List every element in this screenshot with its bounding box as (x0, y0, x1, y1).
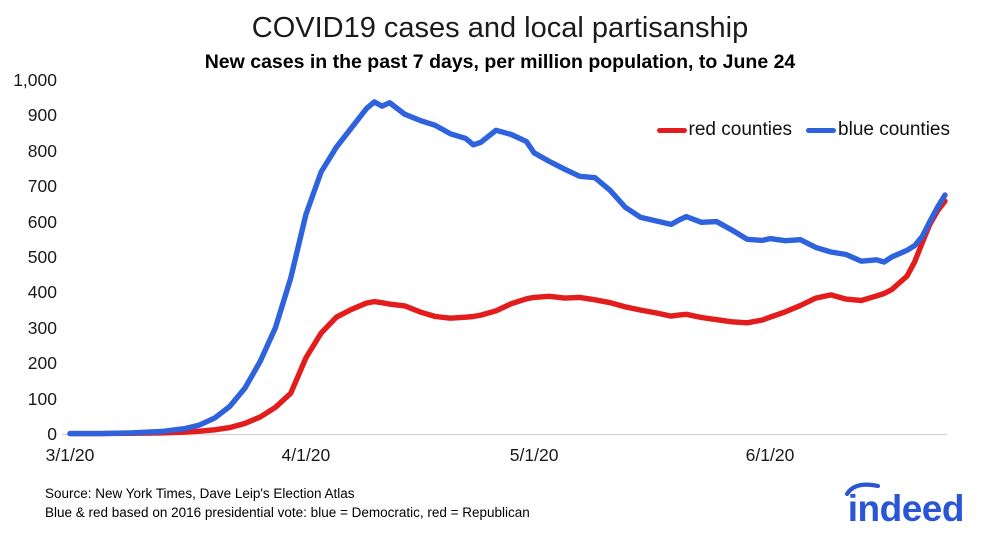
y-tick-400: 400 (27, 282, 57, 303)
y-tick-200: 200 (27, 353, 57, 374)
y-tick-600: 600 (27, 211, 57, 232)
x-tick-6-1-20: 6/1/20 (745, 445, 795, 465)
x-tick-3-1-20: 3/1/20 (45, 445, 95, 465)
legend: red counties blue counties (656, 119, 950, 141)
chart-subtitle: New cases in the past 7 days, per millio… (204, 51, 796, 73)
legend-label-red: red counties (688, 119, 793, 140)
color-key-line: Blue & red based on 2016 presidential vo… (45, 504, 530, 520)
chart-title: COVID19 cases and local partisanship (251, 12, 749, 44)
y-tick-800: 800 (27, 140, 57, 161)
legend-item-blue-counties: blue counties (806, 119, 950, 141)
y-tick-700: 700 (27, 176, 57, 197)
y-tick-100: 100 (27, 388, 57, 409)
series-line-blue-counties (67, 99, 948, 437)
x-tick-5-1-20: 5/1/20 (509, 445, 559, 465)
source-line: Source: New York Times, Dave Leip's Elec… (45, 486, 355, 501)
blue-line-swatch (806, 127, 837, 133)
indeed-logo-arc-icon (844, 482, 880, 497)
source-note: Source: New York Times, Dave Leip's Elec… (45, 485, 530, 522)
red-line-swatch (656, 127, 687, 133)
y-tick-300: 300 (27, 317, 57, 338)
x-tick-4-1-20: 4/1/20 (281, 445, 331, 465)
indeed-logo: indeed (844, 482, 965, 529)
y-tick-1000: 1,000 (13, 70, 57, 90)
series-line-red-counties (67, 198, 948, 437)
y-tick-0: 0 (47, 424, 57, 444)
legend-item-red-counties: red counties (656, 119, 793, 141)
legend-label-blue: blue counties (838, 119, 950, 140)
indeed-wordmark: indeed (847, 488, 965, 529)
y-tick-900: 900 (27, 105, 57, 126)
y-tick-500: 500 (27, 247, 57, 267)
